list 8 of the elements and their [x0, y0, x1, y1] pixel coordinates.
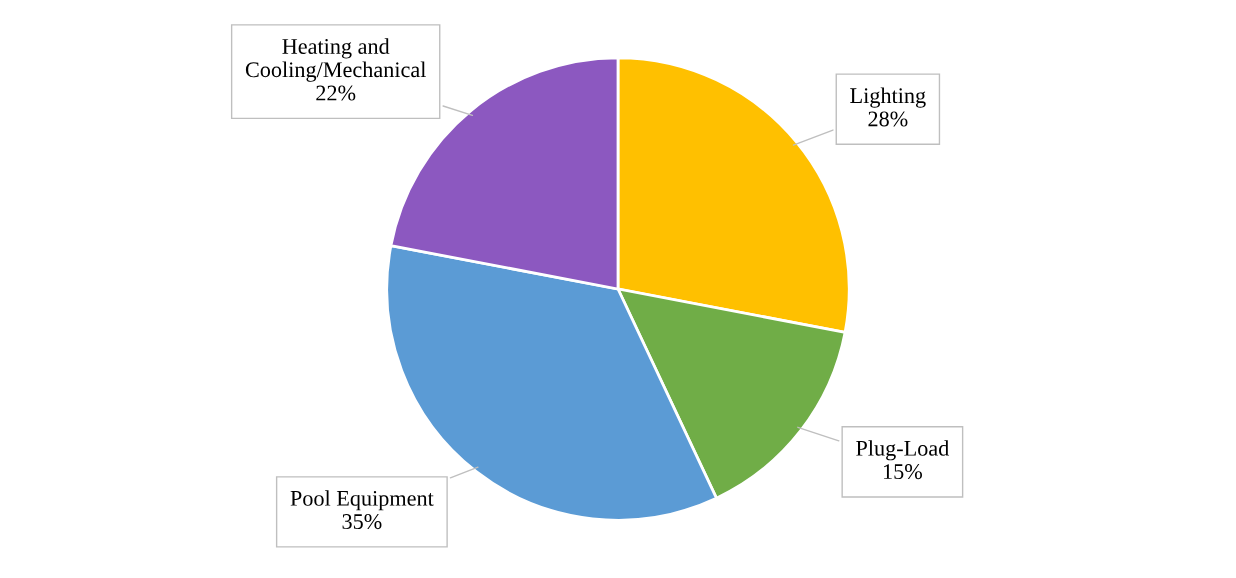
data-label: 28% — [868, 111, 908, 127]
slice-label: Heating and Cooling/Mechanical — [245, 38, 426, 82]
slice-label: Plug-Load — [856, 440, 950, 461]
data-label: 22% — [316, 85, 356, 101]
slice-label: Pool Equipment — [290, 490, 434, 511]
data-label: 35% — [342, 514, 382, 530]
data-label: 15% — [883, 464, 922, 480]
slice-label: Lighting — [850, 87, 926, 108]
